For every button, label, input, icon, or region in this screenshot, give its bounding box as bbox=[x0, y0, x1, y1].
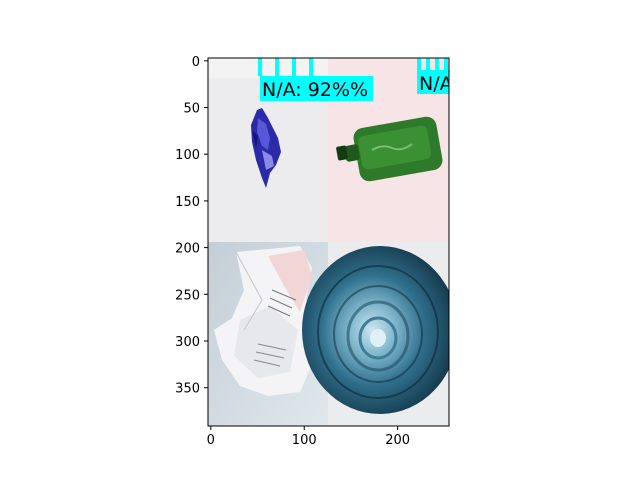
y-axis-ticks: 0 50 100 150 200 250 300 350 bbox=[175, 55, 208, 397]
panel-crumpled-paper bbox=[208, 242, 328, 426]
detection-box-2 bbox=[417, 58, 449, 94]
x-tick-label: 0 bbox=[207, 433, 215, 448]
y-tick-label: 350 bbox=[175, 382, 200, 397]
panel-dark-bowl-top-view bbox=[302, 242, 449, 426]
detection-box-1 bbox=[258, 58, 373, 101]
y-tick-label: 150 bbox=[175, 195, 200, 210]
y-tick-label: 50 bbox=[183, 102, 200, 117]
bowl-object bbox=[302, 246, 449, 414]
image-axes bbox=[208, 58, 449, 426]
detection-label-2: N/A bbox=[419, 73, 453, 95]
detection-label-1: N/A: 92%% bbox=[262, 79, 368, 101]
y-tick-label: 300 bbox=[175, 335, 200, 350]
y-tick-label: 100 bbox=[175, 148, 200, 163]
crumpled-paper-object bbox=[214, 246, 318, 396]
axes-frame bbox=[207, 57, 450, 427]
x-tick-label: 100 bbox=[292, 433, 317, 448]
panel-green-glass-bottle bbox=[328, 58, 449, 242]
green-bottle-object bbox=[336, 116, 443, 182]
y-tick-label: 0 bbox=[192, 55, 200, 70]
blue-wrapper-object bbox=[251, 108, 281, 188]
y-tick-label: 200 bbox=[175, 242, 200, 257]
x-axis-ticks: 0 100 200 bbox=[207, 426, 410, 448]
y-tick-label: 250 bbox=[175, 288, 200, 303]
x-tick-label: 200 bbox=[385, 433, 410, 448]
